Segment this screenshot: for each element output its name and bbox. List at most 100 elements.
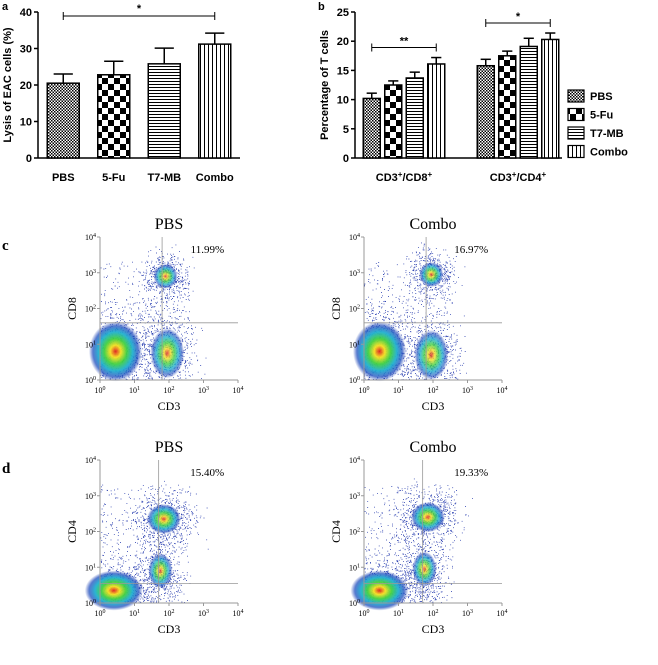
tick-base: 10 bbox=[349, 492, 357, 501]
bar bbox=[541, 38, 560, 159]
legend-swatch bbox=[567, 144, 585, 159]
tick-base: 10 bbox=[462, 609, 470, 618]
tick-label: 101 bbox=[85, 563, 96, 572]
density-blob bbox=[153, 263, 178, 289]
density-blob bbox=[414, 329, 449, 380]
tick-exponent: 1 bbox=[357, 340, 360, 346]
density-blob bbox=[84, 570, 143, 611]
tick-label: 104 bbox=[497, 609, 508, 618]
tick-exponent: 0 bbox=[357, 376, 360, 382]
tick-exponent: 0 bbox=[93, 599, 96, 605]
quadrant-percent: 11.99% bbox=[191, 244, 225, 256]
bar bbox=[519, 45, 538, 159]
tick-label: 103 bbox=[349, 492, 360, 501]
y-tick-label: 25 bbox=[337, 7, 349, 19]
x-tick-label: CD3+/CD8+ bbox=[376, 170, 433, 185]
significance-bracket bbox=[62, 12, 216, 20]
tick-exponent: 0 bbox=[103, 609, 106, 615]
y-axis-title: Lysis of EAC cells (%) bbox=[2, 27, 14, 142]
density-blob bbox=[148, 553, 173, 589]
tick-base: 10 bbox=[393, 609, 401, 618]
tick-label: 101 bbox=[393, 609, 404, 618]
bar-panels: a Lysis of EAC cells (%) 0 10 20 30 40 PBS 5-Fu T… bbox=[2, 1, 628, 184]
significance-bracket bbox=[371, 43, 437, 52]
tick-label: 102 bbox=[85, 305, 96, 314]
tick-exponent: 2 bbox=[93, 528, 96, 534]
significance-label: ** bbox=[400, 36, 409, 48]
density-blob bbox=[88, 321, 143, 382]
tick-label: 104 bbox=[85, 233, 96, 242]
plot-title: Combo bbox=[409, 216, 456, 233]
bar bbox=[46, 82, 80, 159]
x-tick-label: T7-MB bbox=[147, 172, 181, 184]
tick-label: 101 bbox=[349, 340, 360, 349]
y-axis-title: CD8 bbox=[329, 297, 343, 320]
bar bbox=[97, 74, 131, 159]
y-tick-label: 0 bbox=[343, 153, 349, 165]
x-tick-label: 5-Fu bbox=[102, 172, 125, 184]
x-tick-label: Combo bbox=[196, 172, 234, 184]
legend-swatch bbox=[567, 126, 585, 140]
tick-label: 104 bbox=[349, 233, 360, 242]
tick-label: 103 bbox=[349, 269, 360, 278]
x-tick-label: PBS bbox=[52, 172, 75, 184]
flow-panels: cPBS11.99%100100101101102102103103104104… bbox=[2, 216, 508, 636]
tick-exponent: 3 bbox=[206, 609, 209, 615]
tick-base: 10 bbox=[233, 386, 241, 395]
tick-base: 10 bbox=[164, 609, 172, 618]
tick-label: 103 bbox=[198, 609, 209, 618]
quadrant-percent: 15.40% bbox=[190, 467, 224, 479]
tick-label: 100 bbox=[349, 599, 360, 608]
tick-base: 10 bbox=[85, 492, 93, 501]
y-tick-label: 15 bbox=[337, 65, 349, 77]
legend-label: T7-MB bbox=[590, 128, 624, 140]
tick-label: 103 bbox=[85, 269, 96, 278]
density-blob bbox=[150, 328, 185, 379]
legend-swatch bbox=[567, 107, 585, 122]
tick-base: 10 bbox=[164, 386, 172, 395]
density-blob bbox=[146, 503, 181, 535]
tick-label: 100 bbox=[359, 386, 370, 395]
tick-label: 101 bbox=[349, 563, 360, 572]
tick-label: 102 bbox=[85, 528, 96, 537]
tick-base: 10 bbox=[95, 386, 103, 395]
x-axis-title: CD3 bbox=[422, 399, 445, 413]
y-axis-title: Percentage of T cells bbox=[319, 30, 331, 140]
tick-exponent: 4 bbox=[357, 456, 360, 462]
tick-label: 101 bbox=[129, 609, 140, 618]
tick-base: 10 bbox=[85, 269, 93, 278]
panel-label: c bbox=[2, 238, 9, 254]
tick-exponent: 1 bbox=[137, 386, 140, 392]
tick-base: 10 bbox=[85, 528, 93, 537]
tick-label: 101 bbox=[393, 386, 404, 395]
tick-exponent: 4 bbox=[357, 233, 360, 239]
legend-label: 5-Fu bbox=[590, 110, 613, 122]
tick-base: 10 bbox=[198, 609, 206, 618]
panel-label: b bbox=[318, 1, 325, 13]
tick-label: 102 bbox=[349, 305, 360, 314]
tick-label: 104 bbox=[233, 386, 244, 395]
tick-label: 100 bbox=[95, 386, 106, 395]
x-tick-label: CD3+/CD4+ bbox=[490, 170, 547, 185]
bar bbox=[384, 84, 403, 159]
bar bbox=[427, 63, 446, 159]
tick-base: 10 bbox=[428, 386, 436, 395]
tick-label: 102 bbox=[428, 386, 439, 395]
significance-bracket bbox=[485, 19, 551, 28]
tick-base: 10 bbox=[349, 233, 357, 242]
density-blob bbox=[419, 262, 444, 288]
tick-exponent: 3 bbox=[357, 269, 360, 275]
tick-label: 103 bbox=[462, 386, 473, 395]
tick-exponent: 4 bbox=[93, 456, 96, 462]
tick-base: 10 bbox=[233, 609, 241, 618]
tick-base: 10 bbox=[393, 386, 401, 395]
tick-label: 102 bbox=[164, 609, 175, 618]
tick-label: 103 bbox=[198, 386, 209, 395]
tick-base: 10 bbox=[428, 609, 436, 618]
tick-base: 10 bbox=[349, 456, 357, 465]
plot-title: PBS bbox=[155, 439, 183, 456]
x-axis-title: CD3 bbox=[158, 399, 181, 413]
tick-label: 103 bbox=[462, 609, 473, 618]
